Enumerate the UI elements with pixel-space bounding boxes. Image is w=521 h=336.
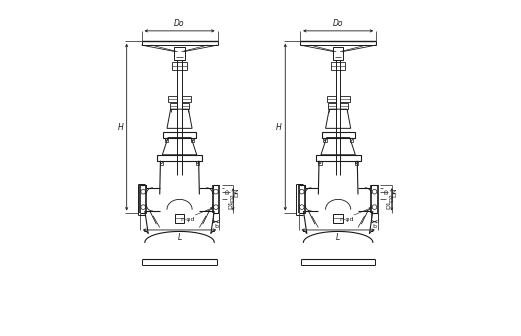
Bar xyxy=(324,138,327,141)
Bar xyxy=(327,96,336,102)
Text: Do: Do xyxy=(333,19,343,28)
Bar xyxy=(318,161,321,165)
Bar xyxy=(333,47,343,60)
Bar xyxy=(340,103,348,109)
Text: D: D xyxy=(384,189,389,194)
Bar xyxy=(168,96,177,102)
Text: D1: D1 xyxy=(228,200,233,209)
Text: D1: D1 xyxy=(387,200,392,209)
Bar xyxy=(321,132,355,138)
Text: H: H xyxy=(118,123,123,132)
Bar xyxy=(170,103,177,109)
Bar xyxy=(174,47,185,60)
Text: n-φd: n-φd xyxy=(181,217,195,222)
Text: DN: DN xyxy=(393,187,398,197)
Bar xyxy=(328,103,336,109)
Bar xyxy=(355,161,358,165)
Bar xyxy=(333,214,343,222)
Text: L: L xyxy=(336,233,340,242)
Bar xyxy=(191,138,194,141)
Text: D2: D2 xyxy=(389,193,394,202)
Text: b: b xyxy=(373,224,377,229)
Text: D2: D2 xyxy=(231,193,236,202)
Bar xyxy=(331,61,345,70)
Text: D: D xyxy=(226,189,230,194)
Bar xyxy=(175,214,184,222)
Text: Do: Do xyxy=(175,19,185,28)
Bar xyxy=(165,138,168,141)
Text: DN: DN xyxy=(234,187,239,197)
Text: H: H xyxy=(276,123,282,132)
Bar xyxy=(172,61,187,70)
Bar xyxy=(157,155,202,161)
Bar xyxy=(340,96,350,102)
Text: b: b xyxy=(214,224,218,229)
Bar xyxy=(163,132,196,138)
Bar xyxy=(182,103,190,109)
Text: n-φd: n-φd xyxy=(339,217,354,222)
Bar xyxy=(350,138,353,141)
Bar xyxy=(196,161,200,165)
Bar xyxy=(160,161,163,165)
Text: L: L xyxy=(178,233,182,242)
Bar xyxy=(182,96,191,102)
Bar xyxy=(316,155,361,161)
